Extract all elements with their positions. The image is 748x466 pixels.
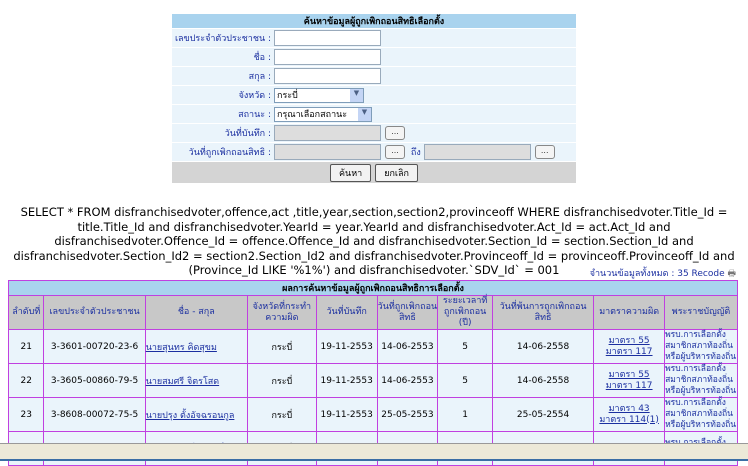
record-count: จำนวนข้อมูลทั้งหมด : 35 Recode 🖶 bbox=[590, 266, 736, 282]
id-label: เลขประจำตัวประชาชน : bbox=[172, 28, 274, 48]
recorded-date: 19-11-2553 bbox=[315, 397, 378, 432]
record-date-label: วันที่บันทึก : bbox=[172, 123, 274, 143]
revoke-from-picker-button[interactable]: ... bbox=[385, 145, 405, 159]
citizen-id: 3-3605-00860-79-5 bbox=[43, 363, 146, 398]
name-label: ชื่อ : bbox=[172, 47, 274, 67]
revoke-date-label: วันที่ถูกเพิกถอนสิทธิ : bbox=[172, 142, 274, 162]
recorded-date: 19-11-2553 bbox=[315, 329, 378, 364]
column-header: วันที่ถูกเพิกถอนสิทธิ bbox=[376, 295, 439, 330]
section-link[interactable]: มาตรา 55 bbox=[608, 369, 650, 380]
section-link[interactable]: มาตรา 43 bbox=[608, 403, 650, 414]
chevron-down-icon: ▼ bbox=[350, 88, 363, 102]
form-title: ค้นหาข้อมูลผู้ถูกเพิกถอนสิทธิเลือกตั้ง bbox=[172, 14, 576, 29]
section-link[interactable]: มาตรา 117 bbox=[605, 346, 653, 357]
table-row: 21 3-3601-00720-23-6 นายสุนทร คิดสุขม กร… bbox=[7, 329, 738, 364]
section-link[interactable]: มาตรา 55 bbox=[608, 335, 650, 346]
column-header: จังหวัดที่กระทำความผิด bbox=[246, 295, 317, 330]
revoke-years: 5 bbox=[437, 329, 493, 364]
province-select[interactable]: กระบี่ ▼ bbox=[274, 87, 364, 103]
table-row: 23 3-8608-00072-75-5 นายปรุง ตั้งอัจฉรอน… bbox=[7, 397, 738, 432]
province-value: กระบี่ bbox=[277, 91, 298, 101]
column-header: ชื่อ - สกุล bbox=[144, 295, 248, 330]
column-header: วันที่พ้นการถูกเพิกถอนสิทธิ bbox=[491, 295, 595, 330]
record-date-picker-button[interactable]: ... bbox=[385, 126, 405, 140]
person-name-link[interactable]: นายสมศรี จิตรโสด bbox=[145, 376, 220, 387]
revoked-date: 14-06-2553 bbox=[376, 363, 439, 398]
province: กระบี่ bbox=[246, 397, 317, 432]
act-name: พรบ.การเลือกตั้งสมาชิกสภาท้องถิ่นหรือผู้… bbox=[664, 397, 738, 432]
revoked-date: 14-06-2553 bbox=[376, 329, 439, 364]
province: กระบี่ bbox=[246, 329, 317, 364]
row-number: 23 bbox=[7, 397, 45, 432]
status-label: สถานะ : bbox=[172, 104, 274, 124]
act-name: พรบ.การเลือกตั้งสมาชิกสภาท้องถิ่นหรือผู้… bbox=[664, 329, 738, 364]
search-form: ค้นหาข้อมูลผู้ถูกเพิกถอนสิทธิเลือกตั้ง เ… bbox=[172, 14, 576, 184]
sql-query-text: SELECT * FROM disfranchisedvoter,offence… bbox=[13, 205, 735, 277]
province: กระบี่ bbox=[246, 363, 317, 398]
revoke-date-from-input[interactable] bbox=[274, 144, 381, 160]
status-select[interactable]: กรุณาเลือกสถานะ ▼ bbox=[274, 106, 372, 122]
name-input[interactable] bbox=[274, 49, 381, 65]
status-bar bbox=[0, 443, 748, 461]
surname-input[interactable] bbox=[274, 68, 381, 84]
record-count-text: จำนวนข้อมูลทั้งหมด : 35 Recode bbox=[589, 269, 725, 279]
until-date: 14-06-2558 bbox=[491, 329, 595, 364]
until-date: 25-05-2554 bbox=[491, 397, 595, 432]
section-link[interactable]: มาตรา 114(1) bbox=[599, 414, 659, 425]
revoke-years: 5 bbox=[437, 363, 493, 398]
person-name-link[interactable]: นายปรุง ตั้งอัจฉรอนกูล bbox=[145, 410, 235, 421]
column-header: มาตราความผิด bbox=[593, 295, 666, 330]
cancel-button[interactable]: ยกเลิก bbox=[375, 163, 418, 182]
recorded-date: 19-11-2553 bbox=[315, 363, 378, 398]
citizen-id: 3-3601-00720-23-6 bbox=[43, 329, 146, 364]
print-icon[interactable]: 🖶 bbox=[727, 269, 737, 279]
search-button[interactable]: ค้นหา bbox=[330, 163, 372, 182]
column-header: ลำดับที่ bbox=[7, 295, 45, 330]
chevron-down-icon: ▼ bbox=[358, 107, 371, 121]
act-name: พรบ.การเลือกตั้งสมาชิกสภาท้องถิ่นหรือผู้… bbox=[664, 363, 738, 398]
revoke-date-to-input[interactable] bbox=[423, 144, 531, 160]
row-number: 21 bbox=[7, 329, 45, 364]
column-header: พระราชบัญญัติ bbox=[664, 295, 738, 330]
column-header: เลขประจำตัวประชาชน bbox=[43, 295, 146, 330]
status-value: กรุณาเลือกสถานะ bbox=[277, 110, 348, 120]
results-title: ผลการค้นหาข้อมูลผู้ถูกเพิกถอนสิทธิการเลื… bbox=[8, 280, 738, 296]
column-header: วันที่บันทึก bbox=[315, 295, 378, 330]
province-label: จังหวัด : bbox=[172, 85, 274, 105]
revoked-date: 25-05-2553 bbox=[376, 397, 439, 432]
table-row: 22 3-3605-00860-79-5 นายสมศรี จิตรโสด กร… bbox=[7, 363, 738, 398]
to-label: ถึง bbox=[410, 147, 421, 158]
row-number: 22 bbox=[7, 363, 45, 398]
citizen-id: 3-8608-00072-75-5 bbox=[43, 397, 146, 432]
revoke-to-picker-button[interactable]: ... bbox=[534, 145, 555, 159]
revoke-years: 1 bbox=[437, 397, 493, 432]
id-input[interactable] bbox=[274, 30, 381, 46]
person-name-link[interactable]: นายสุนทร คิดสุขม bbox=[145, 342, 217, 353]
column-header: ระยะเวลาที่ถูกเพิกถอน (ปี) bbox=[437, 295, 493, 330]
results-table: ผลการค้นหาข้อมูลผู้ถูกเพิกถอนสิทธิการเลื… bbox=[7, 280, 738, 466]
section-link[interactable]: มาตรา 117 bbox=[605, 380, 653, 391]
surname-label: สกุล : bbox=[172, 66, 274, 86]
until-date: 14-06-2558 bbox=[491, 363, 595, 398]
record-date-input[interactable] bbox=[274, 125, 381, 141]
